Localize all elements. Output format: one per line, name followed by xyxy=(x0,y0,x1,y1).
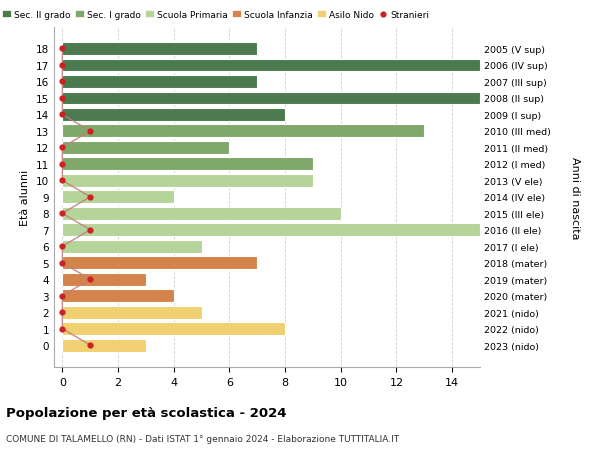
Bar xyxy=(62,339,146,352)
Bar xyxy=(62,125,424,138)
Y-axis label: Età alunni: Età alunni xyxy=(20,169,31,225)
Bar xyxy=(62,306,202,319)
Bar xyxy=(62,158,313,171)
Bar xyxy=(62,290,174,302)
Y-axis label: Anni di nascita: Anni di nascita xyxy=(571,156,580,239)
Bar xyxy=(62,174,313,187)
Bar xyxy=(62,323,285,336)
Bar xyxy=(62,59,480,72)
Bar xyxy=(62,240,202,253)
Text: Popolazione per età scolastica - 2024: Popolazione per età scolastica - 2024 xyxy=(6,406,287,419)
Bar xyxy=(62,92,480,105)
Bar xyxy=(62,191,174,204)
Bar xyxy=(62,109,285,122)
Bar xyxy=(62,142,229,155)
Legend: Sec. II grado, Sec. I grado, Scuola Primaria, Scuola Infanzia, Asilo Nido, Stran: Sec. II grado, Sec. I grado, Scuola Prim… xyxy=(2,11,430,20)
Bar xyxy=(62,224,480,237)
Bar xyxy=(62,43,257,56)
Text: COMUNE DI TALAMELLO (RN) - Dati ISTAT 1° gennaio 2024 - Elaborazione TUTTITALIA.: COMUNE DI TALAMELLO (RN) - Dati ISTAT 1°… xyxy=(6,434,399,443)
Bar xyxy=(62,76,257,89)
Bar xyxy=(62,273,146,286)
Bar xyxy=(62,207,341,220)
Bar xyxy=(62,257,257,269)
